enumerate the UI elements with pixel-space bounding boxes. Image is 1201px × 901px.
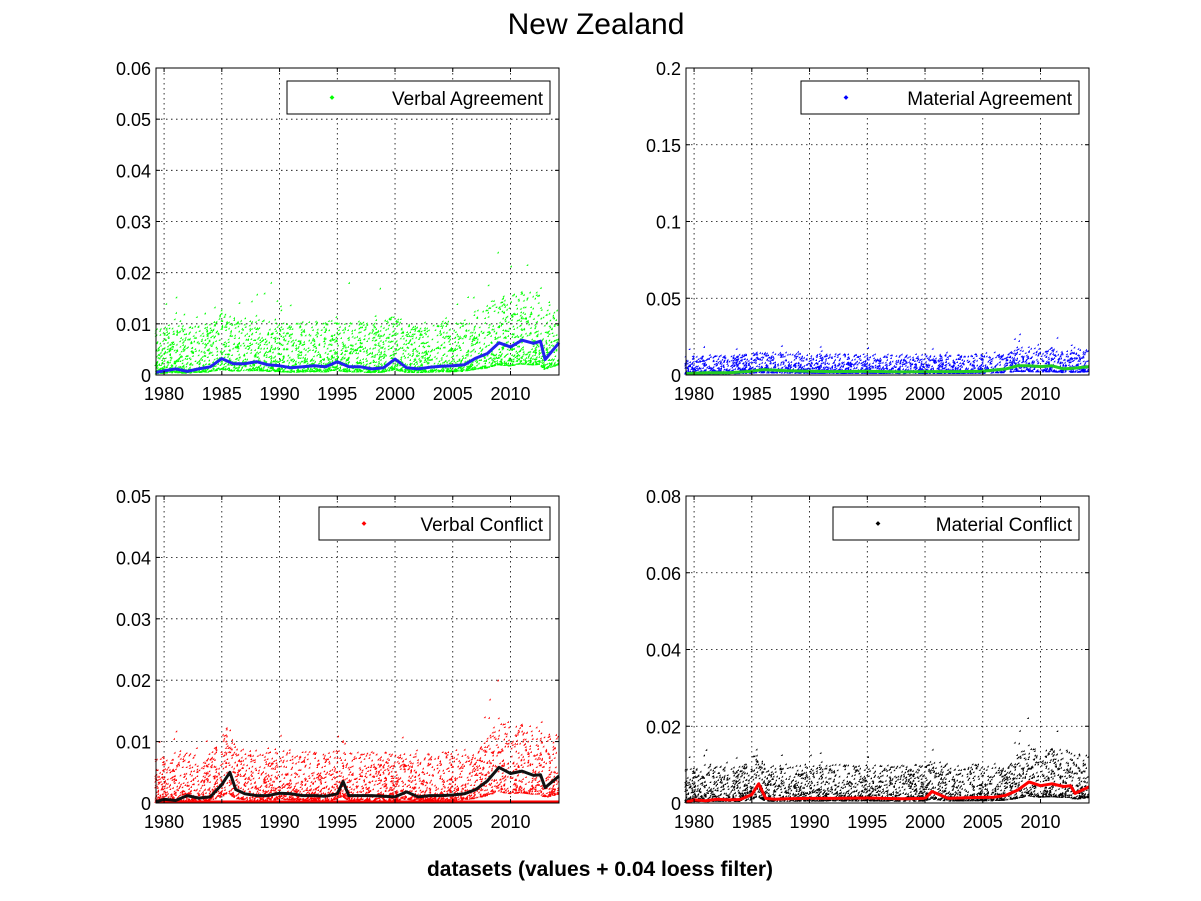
x-tick-label: 2000 [905, 812, 945, 832]
x-tick-label: 2010 [490, 384, 530, 404]
y-tick-label: 0 [671, 794, 681, 814]
x-tick-label: 1990 [790, 384, 830, 404]
y-tick-label: 0.05 [646, 289, 681, 309]
loess-line [155, 338, 561, 374]
x-tick-label: 1995 [317, 812, 357, 832]
x-tick-label: 2005 [433, 384, 473, 404]
y-tick-label: 0.02 [116, 671, 151, 691]
x-tick-label: 1980 [674, 384, 714, 404]
y-tick-label: 0.03 [116, 213, 151, 233]
scatter-points [684, 0, 1089, 375]
figure-title: New Zealand [508, 8, 685, 41]
loess-line [685, 780, 1090, 804]
legend-box [800, 80, 1080, 115]
y-tick-label: 0.08 [646, 487, 681, 507]
x-tick-label: 2000 [375, 384, 415, 404]
x-tick-label: 1995 [317, 384, 357, 404]
y-tick-label: 0.15 [646, 136, 681, 156]
x-tick-label: 2010 [490, 812, 530, 832]
legend-label: Verbal Conflict [420, 515, 543, 536]
y-tick-label: 0 [141, 366, 151, 386]
legend-label: Material Agreement [907, 89, 1072, 110]
figure-xlabel: datasets (values + 0.04 loess filter) [427, 858, 773, 881]
panel-verbal-conflict: 1980 1985 1990 1995 2000 2005 2010 0 0.01 0.02 0.0… [116, 0, 560, 832]
x-tick-label: 1985 [202, 812, 242, 832]
panel-verbal-agreement: 1980 1985 1990 1995 2000 2005 2010 0 0.01 0.02 0.0… [116, 0, 561, 404]
x-tick-label: 1995 [847, 384, 887, 404]
y-tick-label: 0.03 [116, 610, 151, 630]
y-tick-label: 0.06 [646, 564, 681, 584]
scatter-point-cloud [154, 679, 559, 803]
y-tick-label: 0 [671, 366, 681, 386]
legend-box [832, 506, 1080, 541]
legend-label: Verbal Agreement [392, 89, 544, 110]
x-tick-label: 2005 [963, 812, 1003, 832]
legend: Material Agreement [800, 80, 1080, 115]
legend-marker [361, 521, 367, 526]
x-tick-label: 1980 [144, 384, 184, 404]
x-tick-label: 1990 [260, 812, 300, 832]
y-tick-label: 0.04 [646, 641, 681, 661]
y-tick-label: 0.05 [116, 110, 151, 130]
x-tick-label: 2005 [433, 812, 473, 832]
legend: Verbal Conflict [318, 506, 551, 541]
y-tick-label: 0.1 [656, 213, 681, 233]
y-tick-label: 0 [141, 794, 151, 814]
scatter-point-cloud [154, 251, 559, 375]
x-tick-label: 1990 [260, 384, 300, 404]
x-tick-label: 1980 [674, 812, 714, 832]
legend-marker [843, 95, 849, 100]
legend-box [318, 506, 551, 541]
x-tick-label: 2000 [905, 384, 945, 404]
y-tick-label: 0.04 [116, 548, 151, 568]
y-tick-label: 0.01 [116, 315, 151, 335]
x-tick-label: 1985 [732, 384, 772, 404]
y-tick-label: 0.02 [646, 717, 681, 737]
y-tick-label: 0.02 [116, 264, 151, 284]
legend: Verbal Agreement [286, 80, 551, 115]
scatter-points [154, 0, 559, 803]
y-tick-label: 0.04 [116, 161, 151, 181]
scatter-point-cloud [684, 333, 1089, 375]
x-tick-label: 2000 [375, 812, 415, 832]
legend-label: Material Conflict [936, 515, 1073, 536]
panel-material-agreement: 1980 1985 1990 1995 2000 2005 2010 0 0.05 0.1 0.15… [646, 0, 1090, 404]
y-tick-label: 0.05 [116, 487, 151, 507]
x-tick-label: 1985 [732, 812, 772, 832]
y-tick-label: 0.2 [656, 59, 681, 79]
legend: Material Conflict [832, 506, 1080, 541]
x-tick-label: 2005 [963, 384, 1003, 404]
x-tick-label: 2010 [1020, 812, 1060, 832]
legend-marker [875, 521, 881, 526]
loess-line [155, 765, 560, 804]
x-tick-label: 1980 [144, 812, 184, 832]
x-tick-label: 2010 [1020, 384, 1060, 404]
y-tick-label: 0.06 [116, 59, 151, 79]
x-tick-label: 1990 [790, 812, 830, 832]
panel-material-conflict: 1980 1985 1990 1995 2000 2005 2010 0 0.02 0.04 0.0… [646, 0, 1090, 832]
scatter-points [154, 0, 559, 375]
x-tick-label: 1995 [847, 812, 887, 832]
x-tick-label: 1985 [202, 384, 242, 404]
legend-marker [329, 95, 335, 100]
y-tick-label: 0.01 [116, 733, 151, 753]
axes-frame [155, 495, 560, 804]
scatter-point-cloud [684, 717, 1089, 803]
